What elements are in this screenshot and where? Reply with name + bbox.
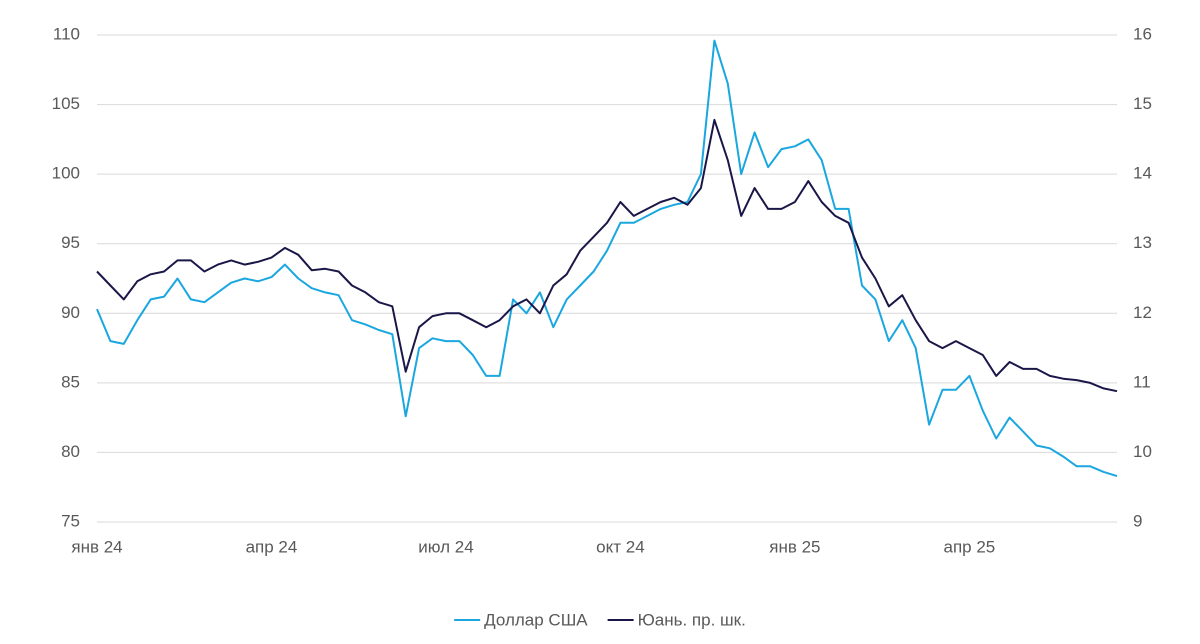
y-tick-label: 80 [61,442,80,461]
series-line [96,118,1118,393]
x-tick-label: июл 24 [418,537,473,556]
y-tick-label: 90 [61,303,80,322]
y2-tick-label: 12 [1133,303,1152,322]
y-tick-label: 100 [52,164,80,183]
y2-tick-label: 9 [1133,511,1142,530]
y-tick-label: 75 [61,511,80,530]
y-tick-label: 105 [52,94,80,113]
y2-tick-label: 15 [1133,94,1152,113]
y2-tick-label: 10 [1133,442,1152,461]
x-tick-label: окт 24 [596,537,645,556]
legend: Доллар США Юань. пр. шк. [454,610,746,629]
x-tick-label: апр 24 [246,537,298,556]
y2-tick-label: 14 [1133,164,1152,183]
legend-label: Доллар США [484,610,588,629]
y-tick-label: 95 [61,233,80,252]
legend-label: Юань. пр. шк. [638,610,746,629]
y-tick-label: 85 [61,372,80,391]
x-tick-label: янв 25 [769,537,820,556]
series-line [96,39,1118,478]
y2-tick-label: 16 [1133,24,1152,43]
x-tick-label: апр 25 [943,537,995,556]
x-tick-label: янв 24 [71,537,122,556]
y2-tick-label: 13 [1133,233,1152,252]
y2-tick-label: 11 [1133,372,1151,391]
y-tick-label: 110 [53,24,80,43]
